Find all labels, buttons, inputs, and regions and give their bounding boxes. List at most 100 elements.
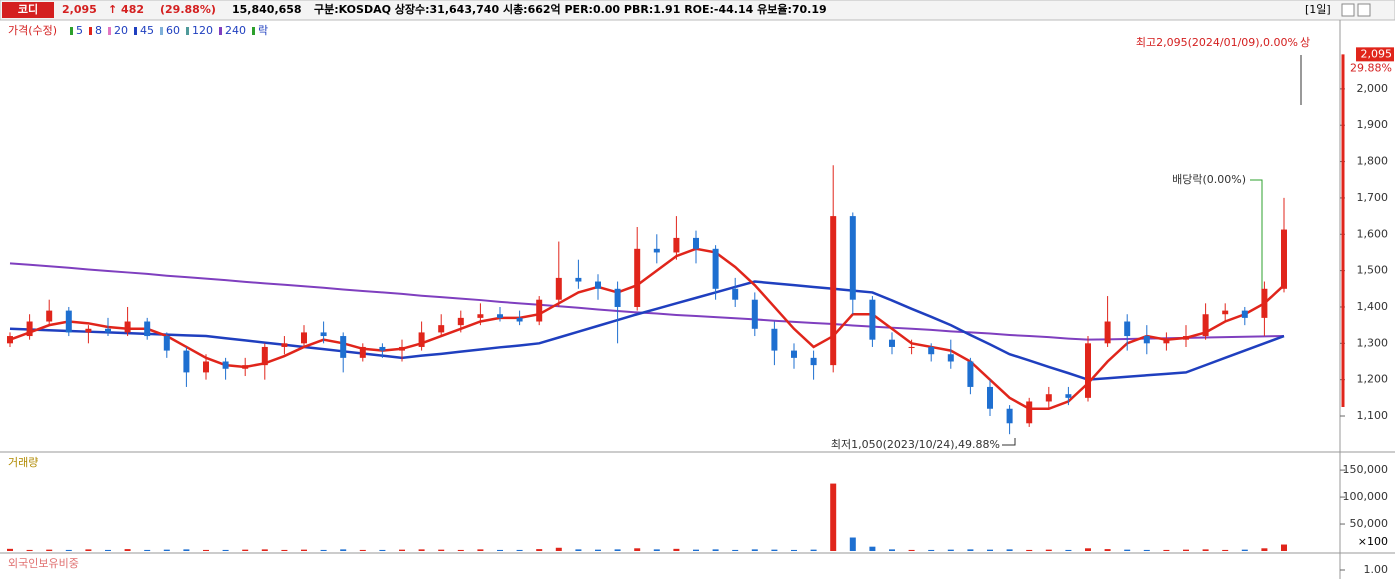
candle-body [457, 317, 464, 326]
candle-body [65, 310, 72, 333]
candle-body [46, 310, 53, 322]
dividend-annotation: 배당락(0.00%) [1172, 173, 1246, 186]
price-title: 가격(수정) [8, 24, 57, 37]
legend-swatch [134, 27, 137, 35]
candle-body [830, 216, 837, 366]
y-tick-label: 50,000 [1350, 517, 1389, 530]
period[interactable]: [1일] [1305, 2, 1331, 16]
change-label: 29.88% [1350, 61, 1392, 74]
candle-body [869, 299, 876, 340]
current-price-box [1356, 47, 1394, 62]
dividend-pointer [1250, 179, 1263, 300]
volume-bar [497, 549, 503, 551]
y-tick-label: 1,300 [1357, 336, 1389, 349]
candle-body [203, 361, 209, 373]
legend-label: 20 [114, 24, 128, 37]
candle-body [399, 346, 405, 351]
volume-bar [65, 549, 72, 551]
y-tick-label: 1,700 [1357, 191, 1389, 204]
volume-bar [810, 549, 817, 551]
volume-bar [908, 549, 915, 551]
candle-body [1202, 314, 1209, 337]
volume-bar [1241, 549, 1248, 551]
volume-bar [516, 549, 523, 551]
legend-label: 60 [166, 24, 180, 37]
volume-bar [928, 549, 935, 551]
volume-bar [889, 549, 895, 551]
foreign-title: 외국인보유비중 [8, 557, 79, 570]
legend-swatch [89, 27, 92, 35]
candle-body [1085, 343, 1091, 398]
legend-label: 5 [76, 24, 83, 37]
volume-bar [653, 549, 660, 551]
volume-bar [105, 549, 111, 551]
volume-bar [26, 549, 33, 551]
candle-body [1183, 336, 1189, 340]
moving-average [9, 262, 1285, 341]
y-tick-label: 2,000 [1357, 82, 1389, 95]
volume-bar [85, 549, 92, 551]
candle-body [183, 350, 190, 373]
volume-bar [536, 549, 543, 551]
volume-bar [1026, 549, 1033, 551]
restore-button[interactable] [1341, 3, 1355, 17]
candle-body [1241, 310, 1248, 318]
candle-body [575, 277, 582, 282]
legend-swatch [186, 27, 189, 35]
legend-label: 120 [192, 24, 213, 37]
volume-bar [751, 549, 758, 551]
candle-body [1163, 339, 1170, 344]
candle-body [85, 328, 92, 333]
legend-label: 45 [140, 24, 154, 37]
volume-bar [1261, 548, 1268, 551]
volume-bar [1124, 549, 1131, 551]
candle-body [1222, 310, 1229, 315]
y-tick-label: 100,000 [1343, 490, 1389, 503]
candle-body [26, 321, 33, 337]
candle-body [967, 361, 974, 387]
volume-bar [693, 549, 699, 551]
volume-bar [1143, 549, 1150, 551]
candle-body [301, 332, 307, 344]
candle-body [242, 365, 249, 369]
volume-bar [1085, 548, 1091, 551]
volume-bar [555, 547, 562, 551]
candle-body [947, 354, 954, 362]
candle-body [849, 216, 856, 300]
volume-bar [46, 549, 53, 551]
candle-body [634, 248, 641, 307]
volume-bar [732, 549, 739, 551]
volume-bar [183, 549, 190, 551]
y-tick-label: 1,900 [1357, 118, 1389, 131]
volume-bar [477, 549, 484, 551]
volume-bar [418, 549, 425, 551]
candle-body [1143, 336, 1150, 344]
close-button[interactable] [1357, 3, 1371, 17]
candle-body [889, 339, 895, 347]
volume-bar [222, 549, 229, 551]
candle-body [1261, 288, 1268, 318]
y-tick-label: 150,000 [1343, 463, 1389, 476]
legend-swatch [108, 27, 111, 35]
high-mark: 상 [1300, 36, 1310, 49]
candle-body [261, 346, 268, 366]
volume-bar [1222, 549, 1229, 551]
candle-body [281, 343, 288, 347]
volume-bar [987, 549, 993, 551]
volume-bar [712, 549, 719, 551]
volume-bar [595, 549, 601, 551]
candle-body [1026, 401, 1033, 424]
candle-body [1006, 408, 1013, 424]
candle-body [1281, 229, 1287, 289]
y-tick-label: 1,600 [1357, 227, 1389, 240]
volume-bar [1065, 549, 1072, 551]
candle-body [418, 332, 425, 347]
volume-bar [438, 549, 445, 551]
candle-body [614, 288, 621, 307]
volume-bar [7, 548, 13, 551]
candle-body [791, 350, 797, 358]
change-pct: (29.88%) [160, 3, 216, 16]
candle-body [555, 277, 562, 300]
volume-bar [1104, 549, 1111, 551]
